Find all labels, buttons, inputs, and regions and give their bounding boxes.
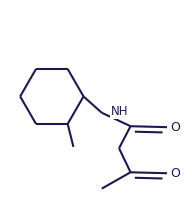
Text: O: O [170, 121, 180, 134]
Text: O: O [170, 167, 180, 180]
Text: NH: NH [110, 105, 128, 118]
